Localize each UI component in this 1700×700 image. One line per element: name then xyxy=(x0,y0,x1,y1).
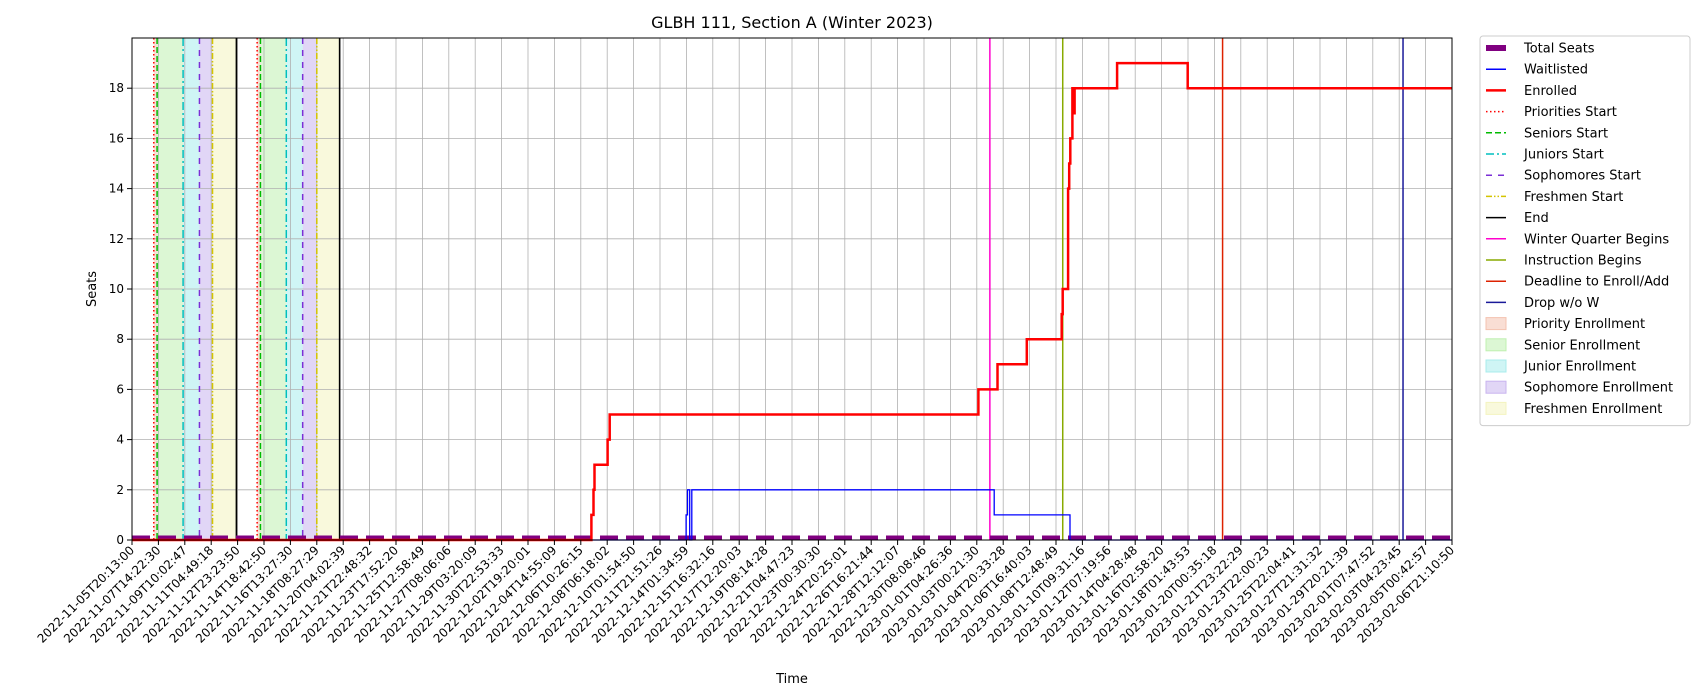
senior-enrollment-legend-swatch xyxy=(1485,338,1507,352)
enrolled-legend-label: Enrolled xyxy=(1524,84,1577,99)
winter-quarter-begins-legend-label: Winter Quarter Begins xyxy=(1524,232,1669,247)
senior-enrollment-legend-label: Senior Enrollment xyxy=(1524,338,1640,353)
enrolled-series-line xyxy=(132,61,1452,542)
juniors-start-legend-label: Juniors Start xyxy=(1523,148,1604,163)
instruction-begins-legend-label: Instruction Begins xyxy=(1524,254,1642,269)
y-tick-label: 16 xyxy=(109,131,124,145)
total-seats-legend-label: Total Seats xyxy=(1523,42,1595,57)
legend: Total Seats Waitlisted Enrolled Priorities … xyxy=(1479,35,1691,427)
x-axis-label: Time xyxy=(775,672,808,687)
y-tick-label: 6 xyxy=(116,382,124,396)
freshmen-enrollment-legend-label: Freshmen Enrollment xyxy=(1524,402,1662,417)
seniors-start-legend-label: Seniors Start xyxy=(1524,126,1608,141)
y-axis-label: Seats xyxy=(85,271,100,307)
chart-title: GLBH 111, Section A (Winter 2023) xyxy=(651,13,933,32)
y-tick-label: 4 xyxy=(116,433,124,447)
waitlisted-legend-label: Waitlisted xyxy=(1524,63,1588,78)
y-tick-label: 12 xyxy=(109,232,124,246)
freshmen-start-legend-label: Freshmen Start xyxy=(1524,190,1623,205)
y-tick-label: 2 xyxy=(116,483,124,497)
drop-w-o-w-legend-label: Drop w/o W xyxy=(1524,296,1600,311)
y-tick-label: 14 xyxy=(109,182,124,196)
sophomore-enrollment-legend-swatch xyxy=(1485,380,1507,394)
priority-enrollment-legend-label: Priority Enrollment xyxy=(1524,317,1645,332)
sophomore-enrollment-legend-label: Sophomore Enrollment xyxy=(1524,381,1673,396)
priority-enrollment-legend-swatch xyxy=(1485,317,1507,331)
junior-enrollment-legend-swatch xyxy=(1485,359,1507,373)
legend-box xyxy=(1479,35,1691,427)
axes: 0246810121416182022-11-05T20:13:002022-1… xyxy=(35,37,1457,646)
grid-lines xyxy=(131,38,1453,541)
y-tick-label: 10 xyxy=(109,282,124,296)
y-tick-label: 18 xyxy=(109,81,124,95)
deadline-to-enroll-add-legend-label: Deadline to Enroll/Add xyxy=(1524,275,1669,290)
y-tick-label: 8 xyxy=(116,332,124,346)
sophomores-start-legend-label: Sophomores Start xyxy=(1524,169,1641,184)
y-tick-label: 0 xyxy=(116,533,124,547)
junior-enrollment-legend-label: Junior Enrollment xyxy=(1523,360,1636,375)
end-legend-label: End xyxy=(1524,211,1549,226)
priorities-start-legend-label: Priorities Start xyxy=(1524,105,1617,120)
freshmen-enrollment-legend-swatch xyxy=(1485,401,1507,415)
